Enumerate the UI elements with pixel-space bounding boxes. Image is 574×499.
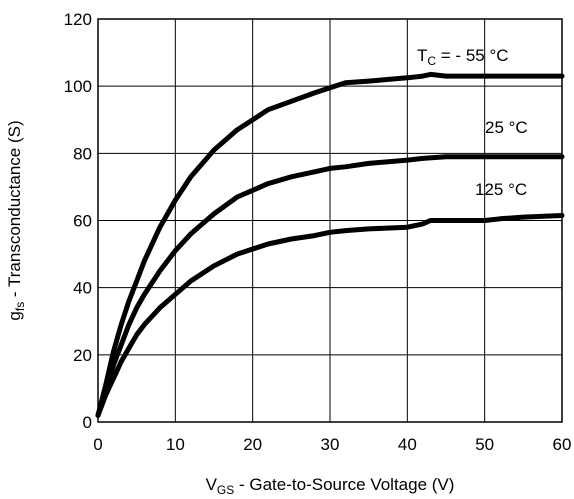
series-layer	[95, 71, 565, 418]
plot-frame	[97, 18, 563, 423]
series-labels: TC = - 55 °C 25 °C 125 °C	[417, 46, 528, 199]
y-axis-title-rest: - Transconductance (S)	[5, 120, 24, 301]
x-tick-labels: 0 10 20 30 40 50 60	[93, 435, 571, 454]
y-tick-label: 60	[73, 212, 92, 231]
y-axis-title-prefix: g	[5, 311, 24, 320]
series-label-1: 25 °C	[485, 118, 528, 137]
x-axis-title: VGS - Gate-to-Source Voltage (V)	[206, 475, 455, 497]
y-tick-label: 100	[64, 77, 92, 96]
x-axis-title-prefix: V	[206, 475, 218, 494]
x-axis-title-rest: - Gate-to-Source Voltage (V)	[234, 475, 454, 494]
y-tick-label: 40	[73, 279, 92, 298]
y-tick-label: 20	[73, 346, 92, 365]
y-tick-labels: 0 20 40 60 80 100 120	[64, 10, 92, 432]
series-label-2: 125 °C	[475, 180, 527, 199]
x-tick-label: 30	[321, 435, 340, 454]
x-tick-label: 0	[93, 435, 102, 454]
series-line-2	[95, 213, 565, 418]
x-tick-label: 10	[166, 435, 185, 454]
x-tick-label: 50	[475, 435, 494, 454]
y-tick-label: 120	[64, 10, 92, 29]
series-line-1	[95, 154, 565, 418]
x-tick-label: 40	[398, 435, 417, 454]
y-axis-title: gfs - Transconductance (S)	[5, 120, 27, 320]
series-line-0	[95, 71, 565, 418]
y-tick-label: 80	[73, 144, 92, 163]
series-label-subscript: C	[427, 54, 436, 68]
series-label-rest: = - 55 °C	[436, 46, 508, 65]
y-tick-label: 0	[83, 413, 92, 432]
x-axis-title-subscript: GS	[217, 483, 234, 497]
series-label-0: TC = - 55 °C	[417, 46, 509, 68]
y-axis-title-subscript: fs	[13, 302, 27, 311]
x-tick-label: 20	[243, 435, 262, 454]
series-label-prefix: T	[417, 46, 427, 65]
x-tick-label: 60	[553, 435, 572, 454]
